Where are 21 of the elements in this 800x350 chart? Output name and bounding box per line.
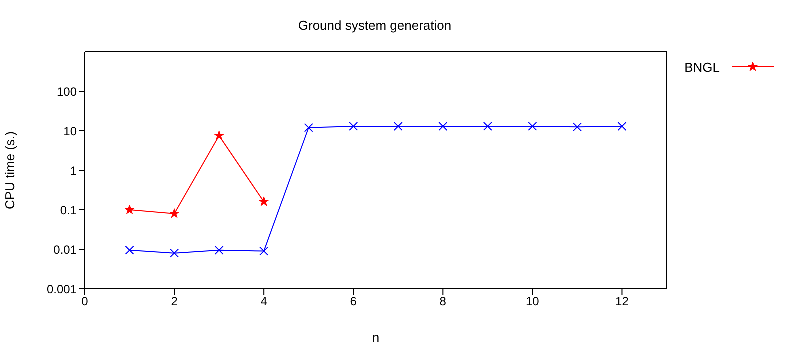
y-tick-label: 10 (64, 124, 78, 138)
y-tick-label: 1 (70, 164, 78, 178)
y-tick-label: 0.01 (54, 242, 78, 257)
point (259, 196, 270, 206)
x-axis-title: n (372, 330, 380, 345)
y-tick-label: 0.001 (46, 282, 78, 296)
point (214, 130, 224, 140)
x-tick-label: 0 (82, 294, 89, 309)
y-tick-label: 100 (56, 84, 78, 99)
x-tick-label: 2 (171, 294, 178, 309)
x-tick-label: 10 (526, 294, 540, 309)
y-tick-label: 0.1 (60, 203, 78, 218)
point (170, 208, 180, 218)
x-tick-label: 4 (260, 294, 268, 309)
x-tick-label: 8 (440, 294, 447, 309)
x-tick-label: 12 (616, 294, 630, 309)
legend-label: BNGL (684, 60, 720, 74)
point (124, 204, 135, 214)
chart-title: Ground system generation (297, 18, 453, 33)
x-tick-label: 6 (350, 294, 358, 309)
y-axis-title: CPU time (s.) (2, 132, 18, 210)
